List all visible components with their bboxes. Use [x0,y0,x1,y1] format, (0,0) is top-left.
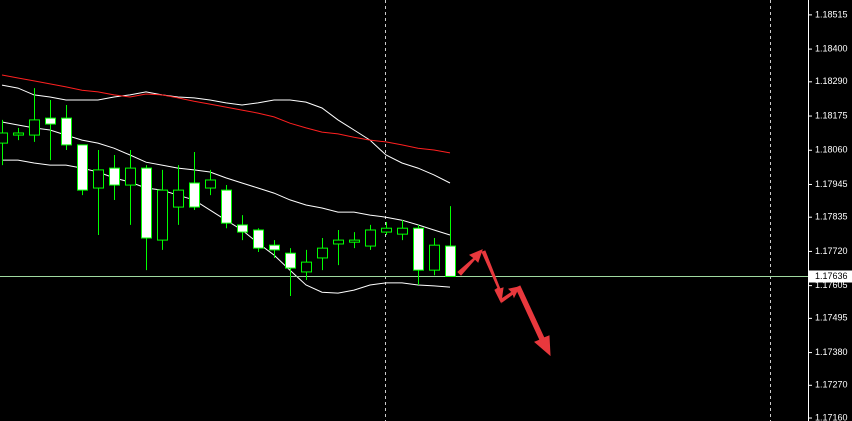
candle-body [77,144,88,191]
indicator-line [1,84,451,184]
y-tick-label: 1.17605 [815,280,848,290]
arrow [481,250,504,304]
arrow [515,285,551,357]
candle-body [429,244,440,271]
candle-body [93,169,104,189]
candle-body [333,239,344,245]
forecast-arrows [457,249,551,357]
y-tick-label: 1.17380 [815,347,848,357]
candle-body [349,239,360,243]
candle-body [397,227,408,235]
candle-body [189,182,200,208]
candle-body [0,132,8,144]
plot-area [0,74,808,297]
arrow [457,249,483,276]
candle-body [237,224,248,233]
candle-body [29,119,40,136]
y-tick-label: 1.17835 [815,212,848,222]
indicator-line [1,121,451,236]
candle-body [205,179,216,189]
y-tick-label: 1.17945 [815,179,848,189]
y-tick-label: 1.17160 [815,412,848,421]
y-tick-label: 1.18400 [815,43,848,53]
current-price-label: 1.17636 [815,271,848,281]
indicator-line [1,74,451,154]
candle-body [125,167,136,186]
arrow [499,286,520,303]
candle-body [269,244,280,251]
candle-body [221,189,232,224]
candle-body [173,189,184,208]
y-tick-label: 1.18175 [815,110,848,120]
y-tick-label: 1.17495 [815,313,848,323]
candle-body [445,245,456,277]
y-tick-label: 1.18515 [815,9,848,19]
y-tick-label: 1.18290 [815,76,848,86]
y-tick-label: 1.17270 [815,380,848,390]
y-tick-label: 1.18060 [815,145,848,155]
candle-body [109,167,120,186]
candle-body [157,189,168,241]
candle-body [141,167,152,239]
candle-body [45,117,56,125]
candle-body [253,229,264,249]
price-axis-labels: 1.18515 1.18400 1.18290 1.18175 1.18060 1.179… [808,9,852,421]
candle-body [413,227,424,271]
candle-body [365,229,376,247]
current-price-box [809,270,852,283]
candle-body [285,252,296,269]
y-tick-label: 1.17720 [815,246,848,256]
candle-body [317,247,328,259]
candle-body [13,132,24,136]
candle-body [381,227,392,233]
candle-body [301,261,312,273]
candle-body [61,117,72,146]
